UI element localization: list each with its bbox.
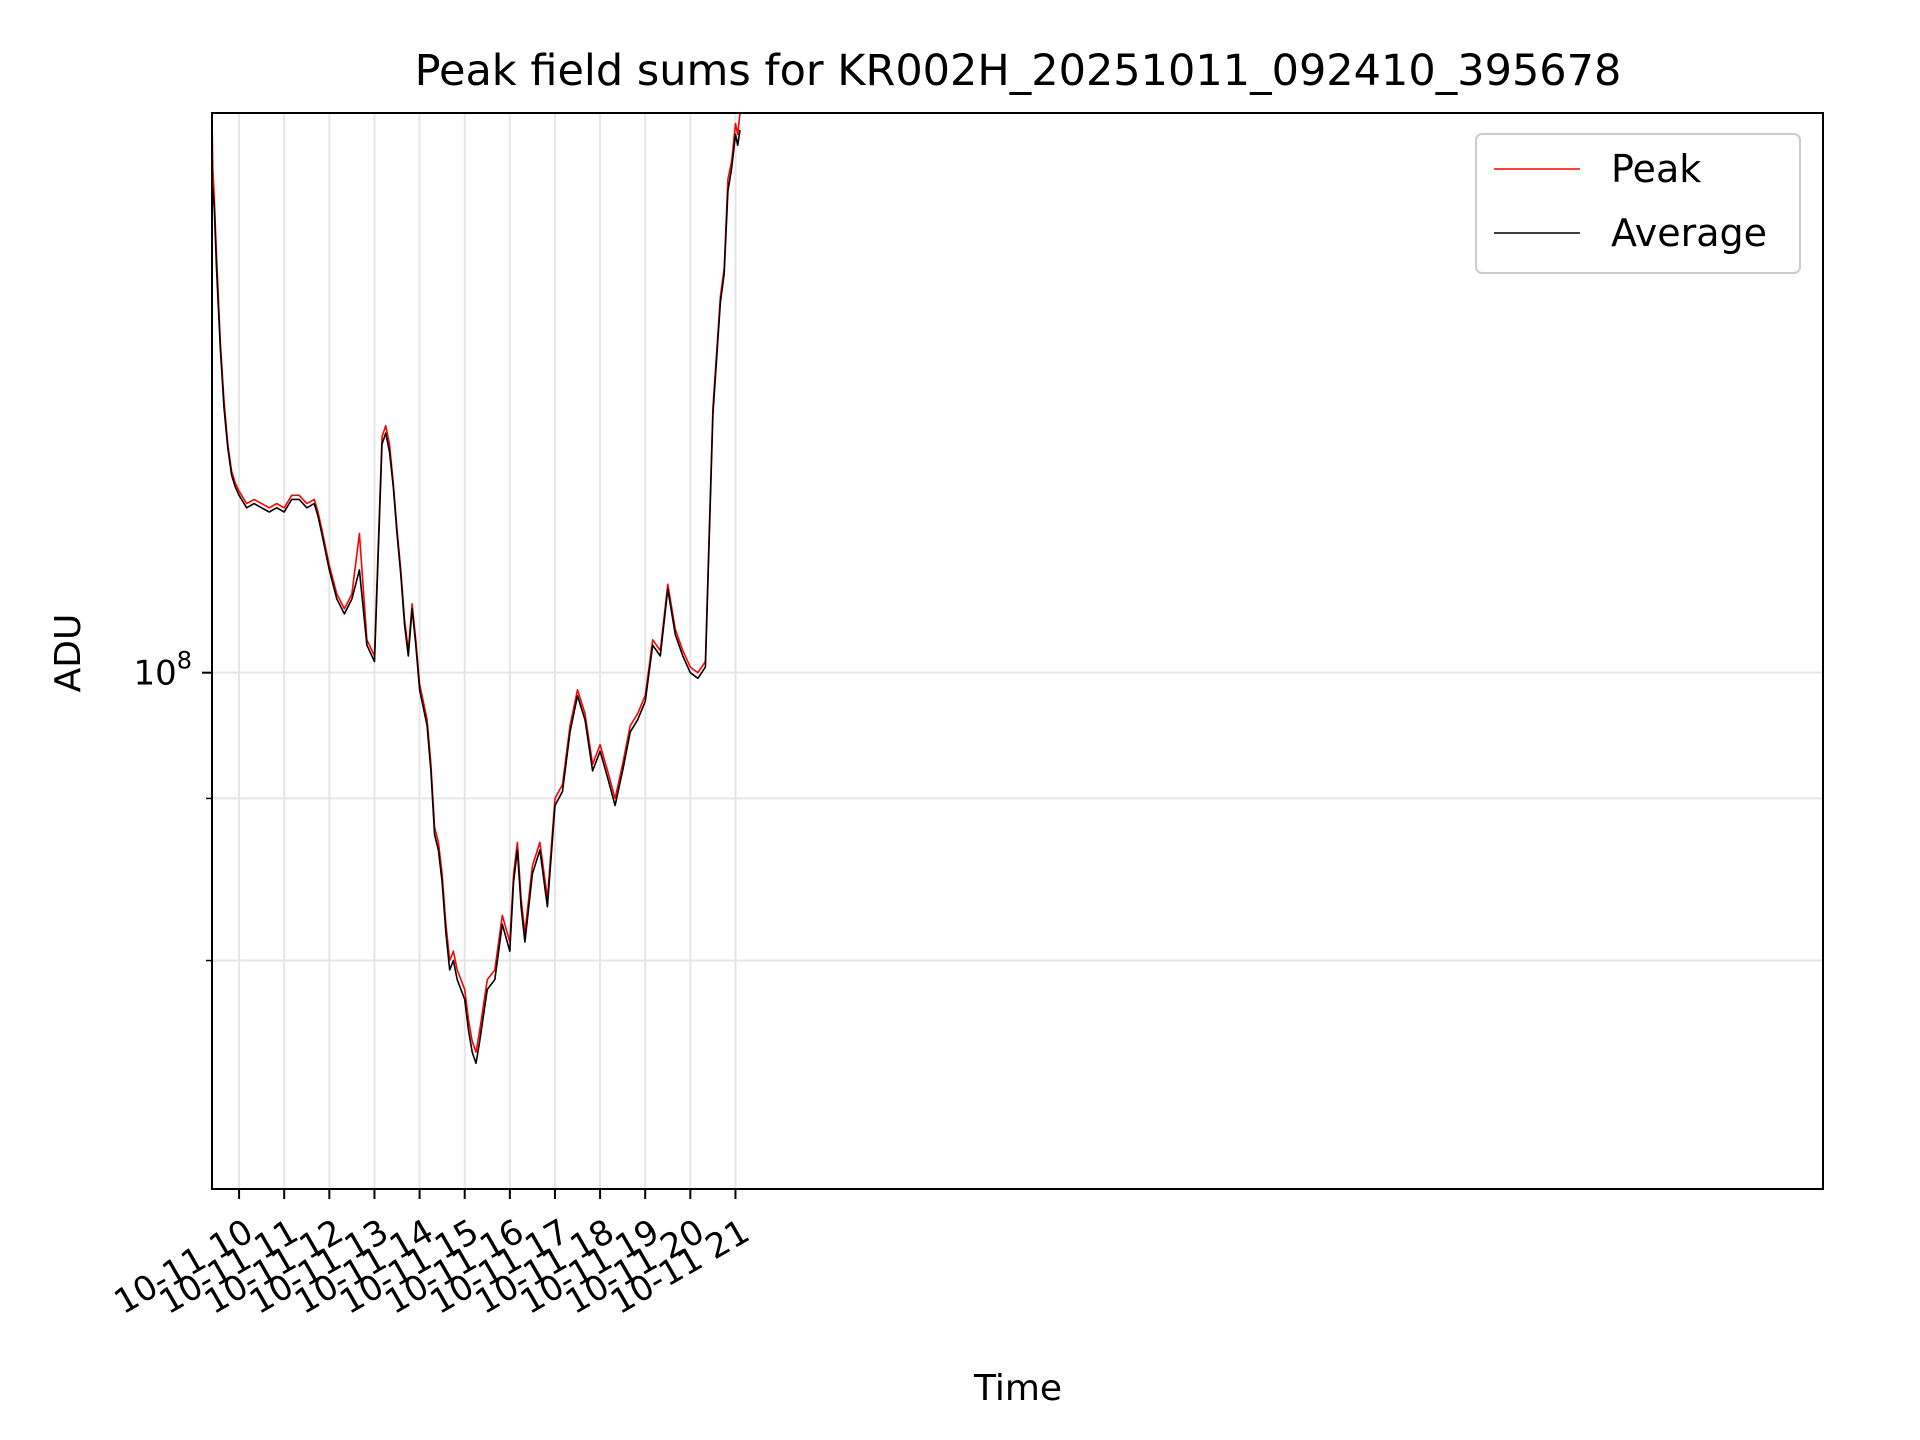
plot-frame (211, 112, 1824, 1190)
series-layer (211, 112, 741, 1065)
legend-average-label: Average (1611, 211, 1767, 255)
series-line-average (211, 129, 741, 1065)
legend-peak-label: Peak (1611, 147, 1701, 191)
x-axis-label: Time (973, 1368, 1062, 1409)
y-tick-label: 108 (133, 647, 192, 694)
legend: Peak Average (1475, 133, 1801, 274)
grid (212, 113, 1823, 1189)
y-axis-label: ADU (48, 614, 89, 693)
y-axis: 108 (133, 647, 212, 962)
chart-title: Peak field sums for KR002H_20251011_0924… (415, 46, 1622, 96)
